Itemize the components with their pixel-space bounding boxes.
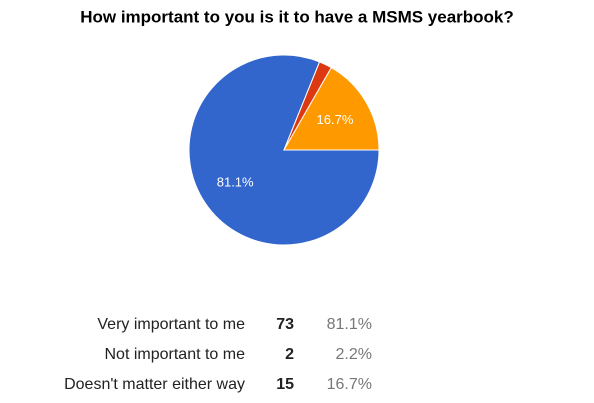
legend-label: Doesn't matter either way bbox=[64, 376, 245, 393]
percent: 16.7% bbox=[327, 376, 372, 393]
count: 73 bbox=[276, 316, 294, 333]
legend-label: Very important to me bbox=[97, 316, 245, 333]
percent: 81.1% bbox=[327, 316, 372, 333]
pie-slice bbox=[283, 66, 380, 151]
count: 15 bbox=[276, 376, 294, 393]
percent: 2.2% bbox=[336, 346, 372, 363]
legend-label: Not important to me bbox=[105, 346, 246, 363]
count: 2 bbox=[285, 346, 294, 363]
slice-label: 16.7% bbox=[317, 112, 354, 127]
chart-title: How important to you is it to have a MSM… bbox=[80, 7, 514, 26]
slice-label: 81.1% bbox=[217, 174, 254, 189]
